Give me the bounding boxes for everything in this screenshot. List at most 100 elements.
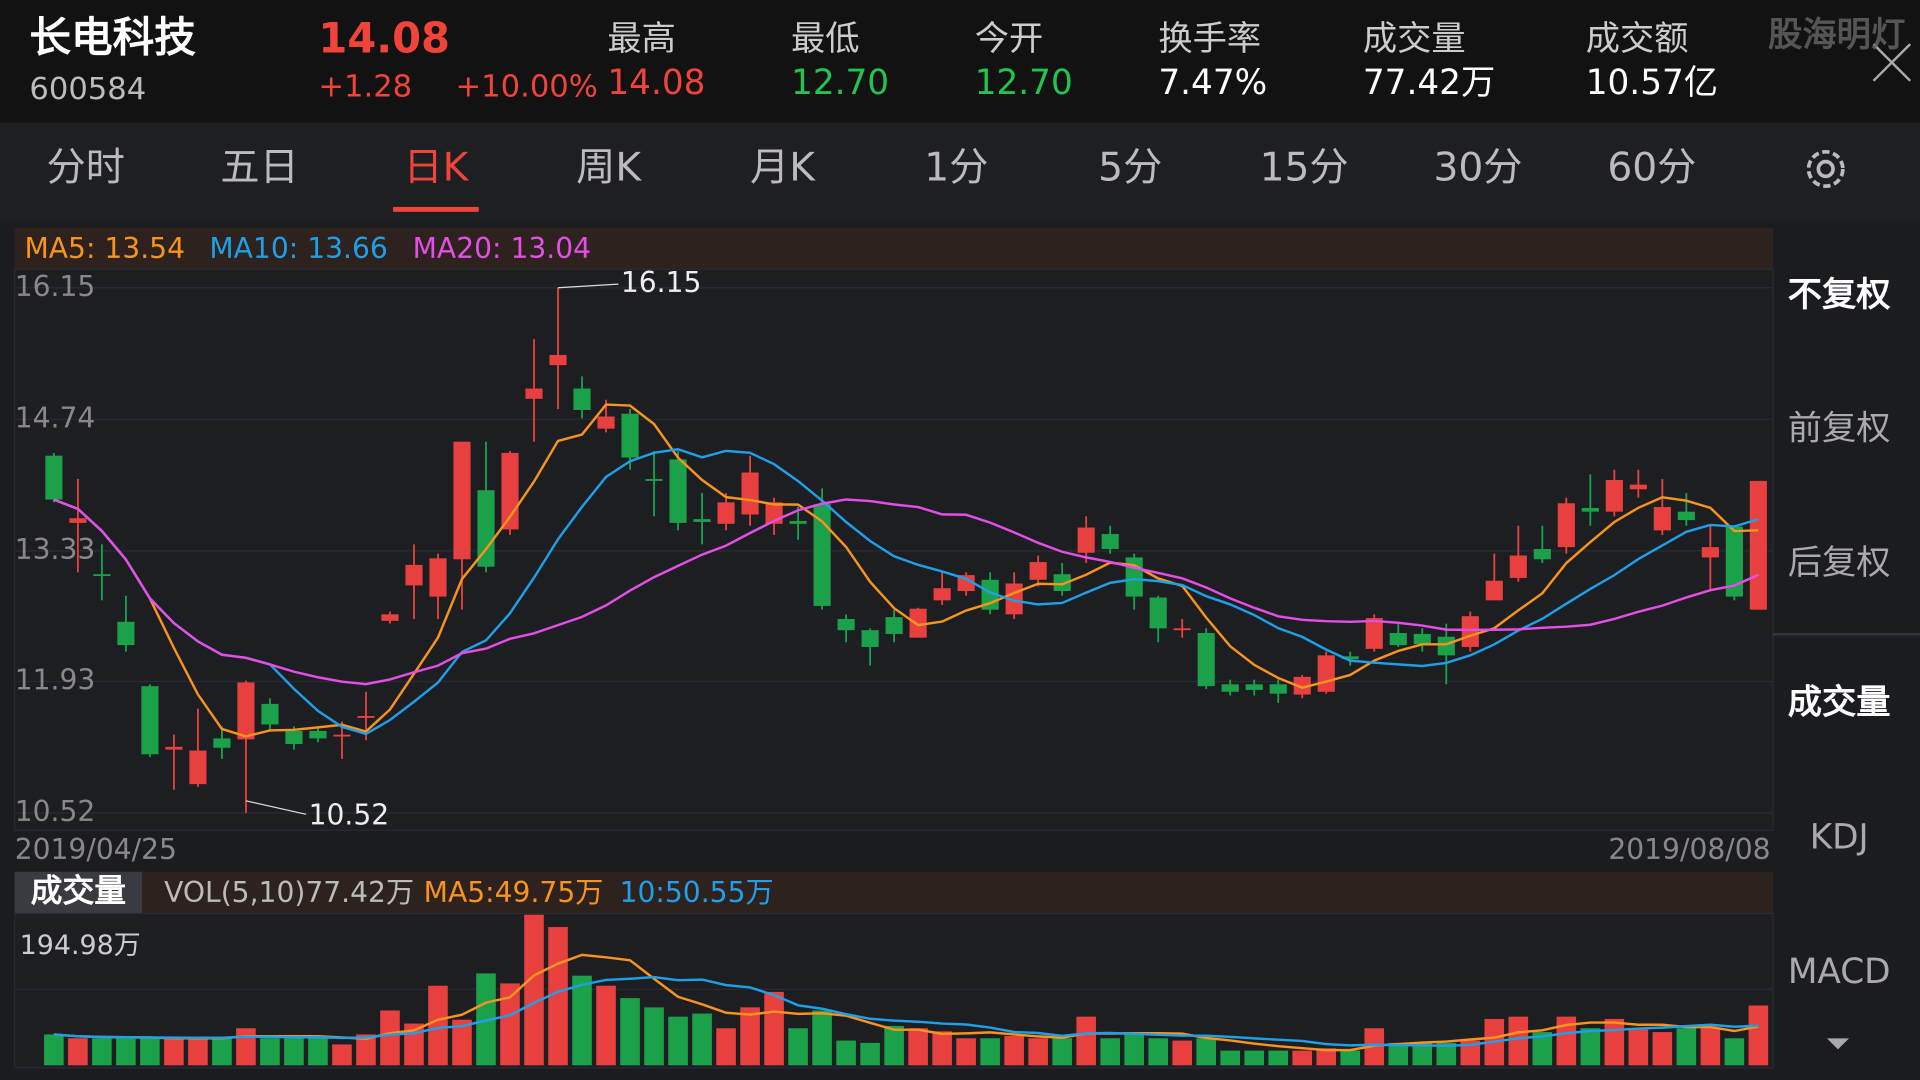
volume-bar <box>1076 1016 1096 1066</box>
header-bar <box>0 0 1920 123</box>
low-pointer <box>245 800 307 815</box>
stat-value: 7.47% <box>1158 63 1267 103</box>
tab[interactable]: 15分 <box>1260 146 1349 191</box>
candle-body <box>693 519 711 522</box>
stat-value: 12.70 <box>791 63 889 103</box>
sidebar-item[interactable]: 不复权 <box>1788 275 1892 315</box>
volume-bar <box>356 1034 376 1066</box>
candle-body <box>1461 616 1479 647</box>
candle-body <box>573 388 591 410</box>
ma-legend-bar <box>14 227 1774 270</box>
candle-body <box>381 614 399 621</box>
candle-body <box>1629 484 1647 490</box>
volume-bar <box>1388 1042 1409 1066</box>
candle-body <box>165 746 183 750</box>
volume-bar <box>1124 1034 1144 1066</box>
tab[interactable]: 30分 <box>1433 146 1522 191</box>
volume-bar <box>1700 1028 1721 1066</box>
candle-body <box>861 630 879 647</box>
ma-legend: MA10: 13.66 <box>209 232 387 265</box>
tab[interactable]: 分时 <box>47 146 125 191</box>
sidebar-item[interactable]: 前复权 <box>1788 408 1891 448</box>
stat-value: 12.70 <box>975 63 1073 103</box>
sidebar-more-arrow[interactable] <box>1826 1038 1849 1050</box>
tab[interactable]: 五日 <box>220 146 298 191</box>
tab[interactable]: 月K <box>750 146 816 191</box>
sidebar-item[interactable]: KDJ <box>1810 817 1869 857</box>
candle-body <box>261 703 279 725</box>
candle-body <box>789 521 807 524</box>
volume-bar <box>884 1025 904 1066</box>
candle-body <box>1557 503 1575 548</box>
volume-bar <box>140 1038 160 1066</box>
volume-bar <box>92 1038 112 1066</box>
candle-body <box>1725 526 1743 597</box>
y-tick-label: 11.93 <box>15 664 96 697</box>
volume-bar <box>836 1040 856 1066</box>
sidebar-item[interactable]: 成交量 <box>1788 683 1891 723</box>
price-change-pct: +10.00% <box>456 70 598 105</box>
volume-bar <box>572 975 592 1066</box>
volume-bar <box>1724 1038 1745 1066</box>
stat-label: 今开 <box>975 19 1044 59</box>
candle-body <box>285 730 303 745</box>
volume-bar <box>1244 1050 1265 1066</box>
volume-bar <box>1436 1042 1457 1066</box>
volume-bar <box>236 1028 256 1066</box>
volume-bar <box>1268 1050 1289 1066</box>
candle-body <box>1533 549 1551 560</box>
volume-bar <box>1148 1038 1168 1066</box>
candle-body <box>1389 632 1407 646</box>
tab[interactable]: 1分 <box>924 146 988 191</box>
candle-body <box>1581 507 1599 512</box>
volume-bar <box>1172 1040 1192 1066</box>
tab[interactable]: 周K <box>576 146 642 191</box>
close-icon-line <box>1872 43 1912 82</box>
candle-body <box>1485 580 1503 601</box>
candle-body <box>1701 547 1719 558</box>
candle-body <box>1053 574 1071 591</box>
candle-body <box>813 504 831 606</box>
volume-bar <box>1604 1018 1625 1066</box>
candle-body <box>597 416 615 429</box>
sidebar-item[interactable]: 后复权 <box>1788 543 1891 583</box>
volume-bar <box>644 1007 664 1066</box>
volume-bar <box>116 1038 136 1066</box>
volume-bar <box>476 973 496 1066</box>
volume-bar <box>1220 1050 1241 1066</box>
high-annotation: 16.15 <box>621 266 702 299</box>
sidebar-item[interactable]: MACD <box>1788 952 1891 992</box>
volume-bar <box>860 1042 880 1066</box>
vol-ma-line <box>53 975 1759 1048</box>
stat-value: 77.42万 <box>1363 63 1495 103</box>
candle-body <box>69 518 87 523</box>
candle-body <box>885 617 903 634</box>
volume-bar <box>308 1038 328 1066</box>
candle-body <box>1029 562 1047 580</box>
candle-body <box>1293 676 1311 695</box>
ma-legend: MA20: 13.04 <box>413 232 591 265</box>
candle-body <box>357 716 375 718</box>
ma-line <box>53 498 1759 686</box>
vol-title-bg <box>14 871 143 914</box>
volume-bar <box>1028 1038 1048 1066</box>
tab[interactable]: 60分 <box>1607 146 1696 191</box>
candle-body <box>933 588 951 601</box>
watermark: 股海明灯 <box>1768 15 1905 55</box>
gear-outer <box>1806 150 1845 188</box>
candle-body <box>909 608 927 638</box>
vol-title: 成交量 <box>31 872 127 910</box>
candle-body <box>1653 507 1671 531</box>
settings-button[interactable] <box>1806 150 1845 188</box>
y-tick-label: 14.74 <box>15 401 96 434</box>
stock-name: 长电科技 <box>29 12 196 61</box>
volume-bar <box>1676 1028 1697 1066</box>
tab[interactable]: 5分 <box>1098 146 1162 191</box>
volume-bar <box>1532 1032 1553 1066</box>
volume-bar <box>428 985 448 1066</box>
tab[interactable]: 日K <box>403 146 469 191</box>
candle-body <box>405 564 423 586</box>
close-button[interactable] <box>1872 43 1912 82</box>
volume-bar <box>980 1038 1000 1066</box>
candle-body <box>837 618 855 631</box>
